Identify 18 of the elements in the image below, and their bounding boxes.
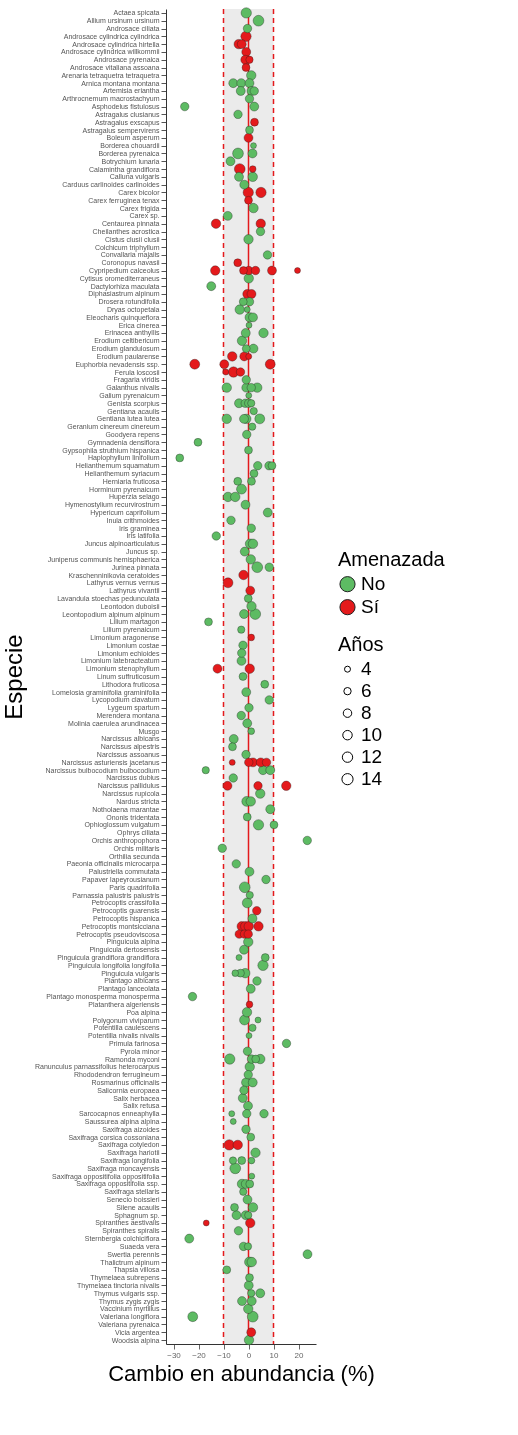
y-axis-title: Especie [0, 634, 27, 720]
legend-label: 10 [361, 724, 383, 746]
x-tick-label: −30 [167, 1350, 182, 1360]
x-tick-label: 20 [294, 1350, 304, 1360]
legend-label: 4 [361, 658, 372, 680]
x-tick-label: 0 [246, 1350, 252, 1360]
x-tick-label: 10 [269, 1350, 279, 1360]
x-axis-title: Cambio en abundancia (%) [108, 1360, 375, 1386]
legend-label: 6 [361, 680, 372, 702]
text: Años [338, 632, 384, 655]
legend-label: No [361, 573, 386, 595]
legend-title: Amenazada [338, 547, 446, 570]
x-tick-label: −20 [192, 1350, 207, 1360]
legend-label: 12 [361, 746, 383, 768]
x-tick-label: −10 [217, 1350, 232, 1360]
legend-label: 8 [361, 702, 372, 724]
legend-label: 14 [361, 768, 383, 790]
legend-label: Sí [361, 596, 380, 618]
